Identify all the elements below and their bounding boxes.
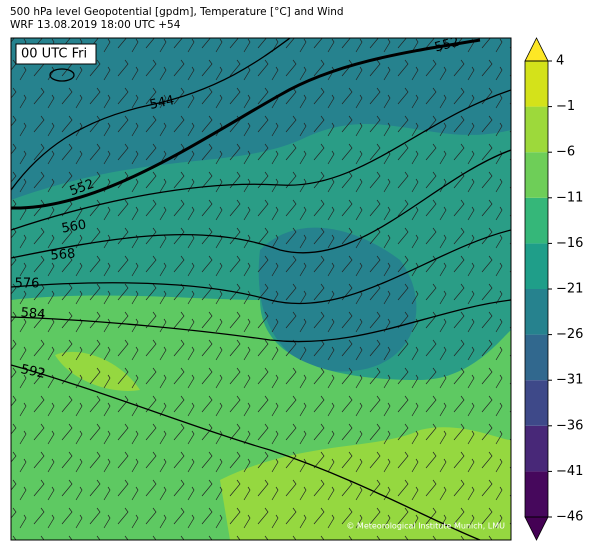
colorbar-tick-label: −31 — [556, 373, 583, 388]
contour-label: 560 — [60, 217, 87, 236]
contour-label: 584 — [20, 305, 46, 322]
colorbar-band — [525, 197, 548, 244]
colorbar-tick-label: −21 — [556, 282, 583, 297]
contour-label: 592 — [19, 362, 46, 382]
contours — [11, 38, 511, 540]
colorbar-over — [524, 37, 549, 62]
colorbar-tick-label: −16 — [556, 236, 583, 251]
colorbar-band — [525, 152, 548, 198]
colorbar-tick-label: −46 — [556, 510, 583, 525]
colorbar-tick-label: −1 — [556, 99, 575, 114]
colorbar-band — [525, 61, 548, 107]
colorbar-band — [525, 380, 548, 426]
colorbar-band — [525, 425, 548, 472]
colorbar-band — [525, 243, 548, 289]
colorbar-tick-label: −11 — [556, 190, 583, 205]
contour-label: 568 — [50, 246, 76, 263]
contour-label: 576 — [15, 277, 40, 292]
colorbar-tick-label: −26 — [556, 327, 583, 342]
contour-label: 544 — [148, 93, 175, 113]
colorbar-tick-label: −6 — [556, 145, 575, 160]
colorbar-band — [525, 471, 548, 517]
colorbar-band — [525, 106, 548, 153]
copyright: © Meteorological Institute Munich, LMU — [346, 522, 505, 531]
colorbar-under — [524, 516, 549, 541]
subtitle: WRF 13.08.2019 18:00 UTC +54 — [10, 19, 181, 31]
colorbar-band — [525, 289, 548, 335]
colorbar-tick-label: −41 — [556, 464, 583, 479]
time-label: 00 UTC Fri — [21, 47, 87, 62]
colorbar-tick-label: −36 — [556, 418, 583, 433]
colorbar: −46 −41 −36 −31 −26 −21 −16 −11 −6 −1 4 — [524, 37, 583, 541]
colorbar-band — [525, 334, 548, 381]
map-frame — [10, 37, 512, 541]
time-box — [15, 43, 97, 65]
title: 500 hPa level Geopotential [gpdm], Tempe… — [10, 6, 344, 18]
wind-barbs — [11, 38, 511, 540]
colorbar-tick-label: 4 — [556, 54, 564, 69]
